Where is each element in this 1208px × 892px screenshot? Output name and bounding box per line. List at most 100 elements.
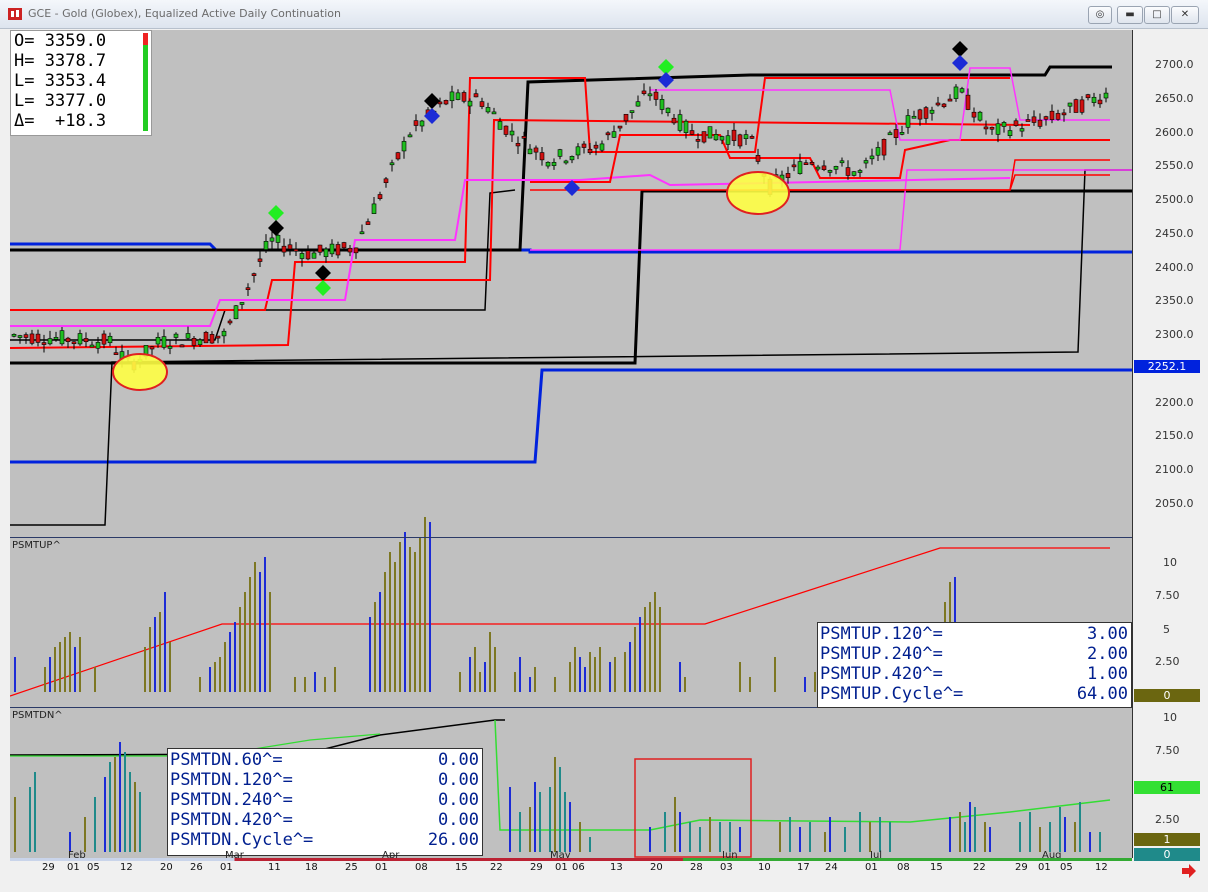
psmtup-values-box: PSMTUP.120^= 3.00 PSMTUP.240^= 2.00 PSMTUP… xyxy=(817,622,1132,708)
candle-body xyxy=(1001,122,1007,127)
candle-body xyxy=(599,143,605,151)
price-tick-label: 2550.0 xyxy=(1155,159,1194,173)
candle-body xyxy=(647,93,653,97)
time-axis-day: 08 xyxy=(415,862,428,873)
candle-body xyxy=(95,342,101,349)
band-line-red xyxy=(750,159,1110,191)
candle-body xyxy=(527,148,533,155)
last-price-tag: 2252.1 xyxy=(1134,360,1200,374)
candle-body xyxy=(77,333,83,345)
time-axis-day: 01 xyxy=(220,862,233,873)
candle-body xyxy=(797,161,803,174)
candle-body xyxy=(83,338,89,343)
time-axis-day: 29 xyxy=(530,862,543,873)
candle-body xyxy=(701,131,707,143)
title-bar[interactable]: GCE - Gold (Globex), Equalized Active Da… xyxy=(0,0,1208,29)
signal-diamond-black xyxy=(315,265,331,281)
price-axis[interactable]: 2700.0 2650.0 2600.0 2550.0 2500.0 2450.0 2400… xyxy=(1132,30,1203,861)
band-line-black xyxy=(10,189,516,341)
candle-body xyxy=(977,111,983,121)
candle-body xyxy=(41,342,47,345)
time-axis-month: Feb xyxy=(68,850,86,861)
psmtdn-row: PSMTDN.420^= 0.00 xyxy=(170,810,479,830)
candle-body xyxy=(707,126,713,139)
pane-divider[interactable] xyxy=(10,537,1202,538)
psmtdn-pane-label: PSMTDN^ xyxy=(12,710,63,721)
psmtdn-value-tag: 1 xyxy=(1134,833,1200,846)
price-chart[interactable] xyxy=(10,30,1132,858)
time-axis-month: Jun xyxy=(722,850,738,861)
time-axis-day: 03 xyxy=(720,862,733,873)
candle-body xyxy=(749,136,755,139)
candle-body xyxy=(503,125,509,135)
time-axis-day: 01 xyxy=(67,862,80,873)
candle-body xyxy=(545,161,551,167)
candle-body xyxy=(395,152,401,160)
candle-body xyxy=(167,346,173,349)
candle-body xyxy=(563,160,569,164)
candle-body xyxy=(479,101,485,107)
pin-icon[interactable]: ◎ xyxy=(1088,6,1112,24)
candle-body xyxy=(815,166,821,170)
psmtup-line xyxy=(10,547,1110,697)
price-tick-label: 2450.0 xyxy=(1155,226,1194,240)
price-tick-label: 2650.0 xyxy=(1155,91,1194,105)
close-icon[interactable]: ✕ xyxy=(1171,6,1199,24)
candle-body xyxy=(713,134,719,141)
candle-body xyxy=(329,243,335,255)
band-line-black xyxy=(10,189,1132,365)
candle-body xyxy=(173,333,179,338)
candle-body xyxy=(347,247,353,253)
signal-diamond-green xyxy=(315,280,331,296)
signal-diamond-blue xyxy=(424,108,440,124)
ohlc-open: O= 3359.0 xyxy=(14,31,107,51)
price-tick-label: 2100.0 xyxy=(1155,463,1194,476)
candle-body xyxy=(293,248,299,252)
candle-body xyxy=(953,86,959,99)
time-axis-day: 20 xyxy=(160,862,173,873)
psmtdn-values-box: PSMTDN.60^= 0.00 PSMTDN.120^= 0.00 PSMTDN.… xyxy=(167,748,483,856)
candle-body xyxy=(1097,99,1103,105)
candle-body xyxy=(251,273,257,276)
candle-body xyxy=(629,110,635,113)
maximize-icon[interactable]: □ xyxy=(1144,6,1170,24)
candle-body xyxy=(917,109,923,120)
candle-body xyxy=(581,143,587,148)
pane-tick-label: 10 xyxy=(1163,556,1177,569)
ohlc-high: H= 3378.7 xyxy=(14,51,107,71)
candle-body xyxy=(605,132,611,136)
candle-body xyxy=(23,334,29,338)
candle-body xyxy=(179,344,185,348)
candle-body xyxy=(665,107,671,114)
candle-body xyxy=(269,237,275,242)
candle-body xyxy=(245,287,251,290)
candle-body xyxy=(1103,92,1109,99)
candle-body xyxy=(113,352,119,355)
candle-body xyxy=(869,155,875,160)
candle-body xyxy=(959,88,965,93)
price-tick-label: 2400.0 xyxy=(1155,260,1194,274)
candle-body xyxy=(881,139,887,156)
candle-body xyxy=(569,156,575,161)
candle-body xyxy=(833,166,839,170)
time-axis[interactable]: Feb Mar Apr May Jun Jul Aug 29 01 05 12 20 26 01 11 18 2… xyxy=(10,850,1132,878)
candle-body xyxy=(197,339,203,345)
app-icon xyxy=(8,8,22,20)
pane-divider[interactable] xyxy=(10,707,1202,708)
candle-body xyxy=(491,111,497,115)
candle-body xyxy=(413,120,419,126)
time-axis-day: 01 xyxy=(555,862,568,873)
candle-body xyxy=(29,333,35,344)
chart-plot-area[interactable]: PSMTUP^ PSMTDN^ xyxy=(10,30,1202,858)
candle-body xyxy=(887,132,893,136)
candle-body xyxy=(1079,99,1085,113)
candle-body xyxy=(695,139,701,142)
candle-body xyxy=(71,341,77,345)
candle-body xyxy=(365,221,371,225)
price-tick-label: 2500.0 xyxy=(1155,193,1194,206)
minimize-icon[interactable]: ▬ xyxy=(1117,6,1143,24)
candle-body xyxy=(533,147,539,153)
scroll-right-icon[interactable] xyxy=(1180,862,1198,880)
price-tick-label: 2300.0 xyxy=(1155,328,1194,341)
